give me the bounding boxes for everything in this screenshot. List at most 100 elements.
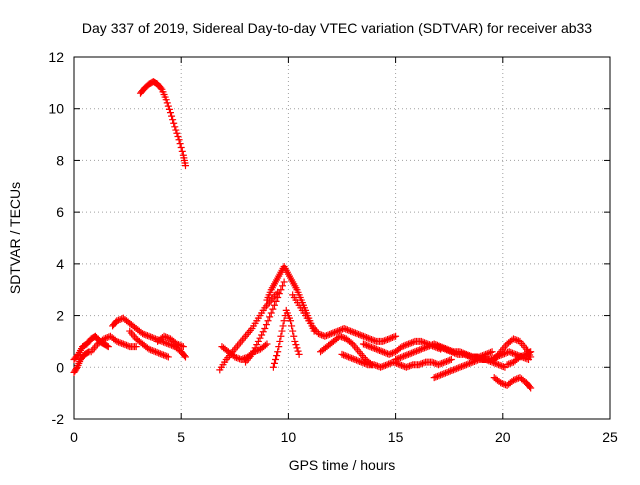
data-point	[234, 354, 242, 362]
data-point	[385, 335, 393, 343]
data-point	[406, 362, 414, 370]
data-point	[443, 346, 451, 354]
data-point	[232, 354, 240, 362]
data-point	[363, 334, 371, 342]
data-point	[72, 365, 80, 373]
data-point	[374, 346, 382, 354]
data-point	[475, 354, 483, 362]
data-point	[431, 359, 439, 367]
data-point	[446, 356, 454, 364]
data-point	[270, 359, 278, 367]
data-point	[124, 342, 132, 350]
data-point	[371, 345, 379, 353]
data-point	[385, 360, 393, 368]
data-point	[295, 350, 303, 358]
data-point	[372, 361, 380, 369]
data-point	[153, 348, 161, 356]
data-point	[272, 297, 280, 305]
data-point	[444, 346, 452, 354]
data-point	[148, 334, 156, 342]
data-point	[275, 290, 283, 298]
data-point	[336, 332, 344, 340]
data-point	[148, 346, 156, 354]
data-point	[462, 361, 470, 369]
y-tick-label: -2	[52, 411, 65, 427]
data-point	[316, 330, 324, 338]
data-point	[399, 362, 407, 370]
data-point	[438, 359, 446, 367]
data-point	[488, 348, 496, 356]
data-point	[499, 363, 507, 371]
data-point	[145, 332, 153, 340]
data-point	[390, 333, 398, 341]
data-point	[403, 341, 411, 349]
data-point	[341, 352, 349, 360]
data-point	[321, 332, 329, 340]
data-point	[513, 336, 521, 344]
data-point	[393, 355, 401, 363]
data-point	[439, 345, 447, 353]
data-point	[164, 102, 172, 110]
data-point	[266, 313, 274, 321]
data-point	[170, 119, 178, 127]
y-tick-label: 0	[56, 359, 64, 375]
data-point	[339, 334, 347, 342]
data-point	[505, 360, 513, 368]
data-point	[250, 347, 258, 355]
data-point	[434, 361, 442, 369]
data-point	[418, 359, 426, 367]
data-point	[401, 341, 409, 349]
data-point	[519, 352, 527, 360]
data-point	[262, 321, 270, 329]
data-point	[367, 335, 375, 343]
data-point	[496, 361, 504, 369]
chart-title: Day 337 of 2019, Sidereal Day-to-day VTE…	[82, 20, 592, 36]
data-point	[382, 349, 390, 357]
data-point	[147, 333, 155, 341]
data-point	[267, 309, 275, 317]
data-point	[178, 342, 186, 350]
data-point	[527, 384, 535, 392]
data-point	[415, 361, 423, 369]
data-point	[359, 340, 367, 348]
data-point	[370, 361, 378, 369]
y-tick-label: 4	[56, 256, 64, 272]
data-point	[338, 350, 346, 358]
x-tick-label: 5	[177, 429, 185, 445]
data-point	[179, 343, 187, 351]
data-point	[119, 340, 127, 348]
data-point	[261, 341, 269, 349]
data-point	[403, 351, 411, 359]
data-point	[340, 351, 348, 359]
data-point	[512, 350, 520, 358]
data-point	[337, 326, 345, 334]
data-point	[114, 316, 122, 324]
y-axis-label: SDTVAR / TECUs	[7, 182, 23, 294]
data-point	[174, 133, 182, 141]
data-point	[163, 352, 171, 360]
data-point	[459, 362, 467, 370]
data-point	[510, 335, 518, 343]
data-point	[181, 162, 189, 170]
data-point	[279, 322, 287, 330]
data-point	[417, 345, 425, 353]
series-22	[503, 348, 535, 369]
data-point	[443, 357, 451, 365]
data-point	[157, 84, 165, 92]
data-point	[164, 353, 172, 361]
data-point	[407, 361, 415, 369]
data-point	[362, 360, 370, 368]
data-point	[322, 332, 330, 340]
data-point	[165, 105, 173, 113]
data-point	[177, 144, 185, 151]
data-point	[451, 349, 459, 357]
data-point	[413, 347, 421, 355]
data-point	[343, 326, 351, 334]
data-point	[478, 355, 486, 363]
x-tick-label: 25	[602, 429, 618, 445]
series-13	[289, 291, 400, 345]
data-point	[444, 357, 452, 365]
data-point	[104, 343, 112, 351]
data-point	[337, 333, 345, 341]
data-point	[269, 305, 277, 313]
